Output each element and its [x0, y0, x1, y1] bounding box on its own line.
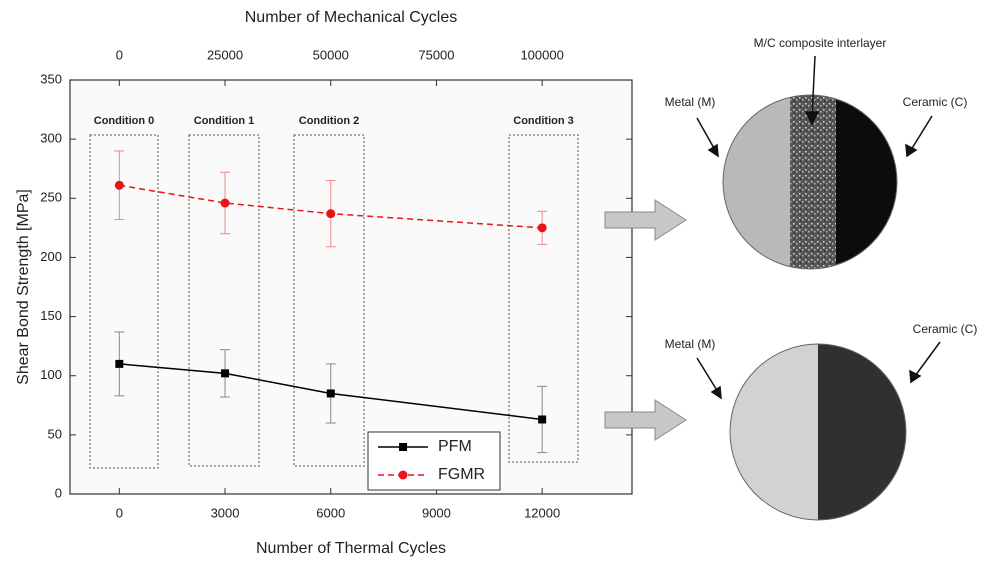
y-tick-label: 150 [40, 308, 62, 323]
legend-label: PFM [438, 438, 472, 455]
x-tick-label: 6000 [316, 505, 345, 520]
arrow [604, 199, 687, 241]
marker [537, 223, 547, 233]
image-label: M/C composite interlayer [754, 36, 887, 50]
image-label: Metal (M) [665, 95, 716, 109]
condition-box [508, 134, 579, 463]
condition-label: Condition 2 [299, 115, 360, 127]
condition-label: Condition 3 [513, 115, 574, 127]
marker [399, 443, 407, 451]
x2-tick-label: 0 [116, 47, 123, 62]
y-tick-label: 100 [40, 367, 62, 382]
marker [220, 198, 230, 208]
series-line [119, 363, 543, 421]
condition-box [188, 134, 260, 467]
series-line [119, 184, 543, 229]
marker [221, 369, 230, 378]
y-tick-label: 350 [40, 71, 62, 86]
marker [115, 359, 124, 368]
plot-frame [69, 79, 633, 495]
y-axis-title: Shear Bond Strength [MPa] [15, 189, 32, 385]
condition-label: Condition 0 [94, 115, 155, 127]
micrograph-border [722, 94, 898, 270]
x-tick-label: 0 [116, 505, 123, 520]
arrow [604, 399, 687, 441]
y-tick-label: 50 [48, 426, 62, 441]
micrograph-border [729, 343, 907, 521]
x2-tick-label: 75000 [418, 47, 454, 62]
x-tick-label: 9000 [422, 505, 451, 520]
condition-label: Condition 1 [194, 115, 255, 127]
image-label: Metal (M) [665, 337, 716, 351]
legend-box [367, 431, 501, 491]
x2-tick-label: 100000 [520, 47, 563, 62]
y-tick-label: 250 [40, 190, 62, 205]
marker [114, 180, 124, 190]
image-label: Ceramic (C) [903, 95, 968, 109]
condition-box [293, 134, 365, 467]
pointer-arrows [696, 55, 941, 400]
marker [326, 389, 335, 398]
micrograph [730, 344, 906, 520]
condition-box [89, 134, 159, 469]
y-tick-label: 300 [40, 131, 62, 146]
x2-axis-title: Number of Mechanical Cycles [245, 9, 458, 26]
x-tick-label: 3000 [211, 505, 240, 520]
marker [326, 209, 336, 219]
y-tick-label: 200 [40, 249, 62, 264]
marker [538, 415, 547, 424]
image-label: Ceramic (C) [913, 322, 978, 336]
x2-tick-label: 50000 [313, 47, 349, 62]
x-axis-title: Number of Thermal Cycles [256, 540, 446, 557]
y-tick-label: 0 [55, 485, 62, 500]
marker [398, 470, 408, 480]
legend-label: FGMR [438, 466, 485, 483]
x2-tick-label: 25000 [207, 47, 243, 62]
x-tick-label: 12000 [524, 505, 560, 520]
